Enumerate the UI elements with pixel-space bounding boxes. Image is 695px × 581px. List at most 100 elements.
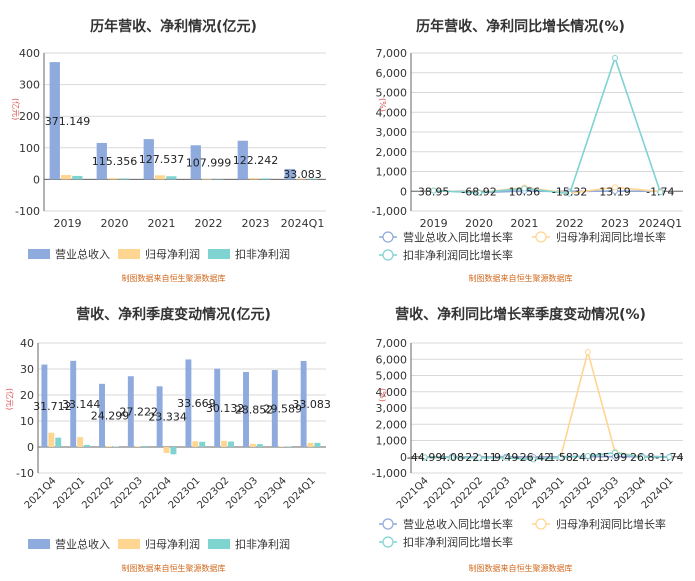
- bar-revenue: [185, 359, 192, 447]
- data-label: 23.334: [148, 411, 187, 424]
- data-label: 5.99: [603, 451, 628, 464]
- bar-revenue: [96, 142, 107, 180]
- data-label: -1.74: [655, 451, 683, 464]
- y-tick-label: 2,000: [376, 418, 408, 431]
- data-point: [612, 54, 618, 61]
- legend-marker: [382, 518, 394, 530]
- data-point: [566, 190, 573, 197]
- legend-swatch: [118, 249, 140, 259]
- y-tick-label: -1,000: [372, 205, 407, 218]
- x-tick-label: 2022: [195, 217, 223, 230]
- y-tick-label: 6,000: [376, 353, 408, 366]
- data-label: 30.132: [206, 402, 245, 415]
- y-axis-unit: (%): [378, 388, 387, 402]
- data-label: 28.852: [235, 403, 274, 416]
- y-tick-label: 4,000: [376, 106, 408, 119]
- chart-title: 历年营收、净利同比增长情况(%): [416, 19, 625, 35]
- legend-swatch: [208, 539, 230, 549]
- data-label: 33.083: [292, 398, 331, 411]
- x-tick-label: 2019: [420, 217, 448, 230]
- y-tick-label: 3,000: [376, 402, 408, 415]
- bar-net-profit: [221, 440, 228, 447]
- data-label: 10.56: [509, 185, 541, 198]
- bar-deducted-profit: [199, 441, 206, 447]
- legend-swatch: [28, 249, 50, 259]
- bar-deducted-profit: [260, 178, 271, 180]
- data-credit: 制图数据来自恒生聚源数据库: [121, 274, 226, 283]
- bar-revenue: [243, 371, 249, 447]
- bar-net-profit: [249, 443, 256, 447]
- data-point: [521, 185, 528, 192]
- bar-revenue: [49, 62, 60, 180]
- data-label: 371.149: [45, 115, 91, 128]
- chart-title: 营收、净利季度变动情况(亿元): [76, 307, 271, 323]
- y-tick-label: 7,000: [376, 337, 408, 350]
- x-tick-label: 2020: [465, 217, 493, 230]
- legend-entry: 扣非净利润: [235, 247, 290, 261]
- data-label: 115.356: [92, 155, 138, 168]
- bar-revenue: [70, 360, 77, 447]
- y-tick-label: 40: [20, 337, 34, 350]
- bar-deducted-profit: [307, 178, 318, 180]
- bar-deducted-profit: [55, 437, 62, 447]
- bar-deducted-profit: [84, 444, 90, 447]
- bar-deducted-profit: [141, 445, 148, 447]
- data-label: 24.01: [572, 451, 604, 464]
- bar-deducted-profit: [213, 179, 224, 180]
- series-line: [424, 451, 670, 461]
- data-label: 13.19: [599, 185, 631, 198]
- data-label: 29.589: [264, 403, 303, 416]
- y-tick-label: 7,000: [376, 47, 408, 60]
- data-label: -22.11: [461, 451, 496, 464]
- bar-deducted-profit: [72, 175, 83, 180]
- panel-annual-revenue: 历年营收、净利情况(亿元) -100 0 100 200 300 400 2019 2020 2…: [0, 0, 347, 290]
- bar-net-profit: [107, 178, 119, 180]
- bar-net-profit: [278, 446, 285, 447]
- bar-net-profit: [201, 179, 213, 180]
- data-label: 9.49: [494, 451, 519, 464]
- legend-entry: 扣非净利润: [235, 537, 290, 551]
- y-tick-label: 1,000: [376, 166, 408, 179]
- x-tick-label: 2023: [601, 217, 629, 230]
- bar-net-profit: [60, 174, 72, 180]
- bar-net-profit: [248, 178, 260, 180]
- y-tick-label: 6,000: [376, 67, 408, 80]
- chart-title: 历年营收、净利情况(亿元): [90, 19, 257, 35]
- data-point: [612, 184, 618, 191]
- data-point: [666, 454, 673, 461]
- data-point: [476, 454, 482, 461]
- y-tick-label: 100: [19, 142, 40, 155]
- legend-entry: 营业总收入同比增长率: [403, 230, 513, 244]
- legend-marker: [535, 518, 547, 530]
- data-point: [448, 454, 455, 461]
- bar-revenue: [41, 364, 48, 447]
- legend-marker: [382, 536, 394, 548]
- legend-entry: 归母净利润同比增长率: [556, 517, 666, 531]
- data-point: [503, 454, 510, 461]
- bar-revenue: [143, 139, 154, 180]
- data-label: 33.669: [177, 397, 216, 410]
- data-label: 107.999: [186, 156, 232, 169]
- y-tick-label: 5,000: [376, 370, 408, 383]
- x-tick-label: 2021: [510, 217, 538, 230]
- legend-swatch: [118, 539, 140, 549]
- data-label: 26.8: [630, 451, 655, 464]
- legend-entry: 营业总收入同比增长率: [403, 517, 513, 531]
- bar-deducted-profit: [314, 442, 321, 447]
- data-point: [421, 454, 428, 461]
- y-tick-label: 0: [27, 441, 34, 454]
- bar-revenue: [190, 145, 201, 180]
- panel-annual-growth: 历年营收、净利同比增长情况(%) -1,000 0 1,000 2,000 3,000 4…: [347, 0, 694, 290]
- bar-net-profit: [307, 442, 314, 447]
- y-axis-unit: (亿元): [11, 98, 21, 120]
- data-point: [657, 189, 664, 196]
- data-point: [530, 456, 537, 463]
- y-tick-label: 1,000: [376, 435, 408, 448]
- bar-revenue: [214, 368, 221, 447]
- y-tick-label: 30: [20, 363, 34, 376]
- data-label: 122.242: [233, 154, 279, 167]
- bar-deducted-profit: [285, 446, 292, 447]
- quarterly-growth-line-chart: -1,000 0 1,000 2,000 3,000 4,000 5,000 6,000 7,0…: [372, 337, 684, 549]
- bar-revenue: [284, 168, 295, 180]
- legend-swatch: [208, 249, 230, 259]
